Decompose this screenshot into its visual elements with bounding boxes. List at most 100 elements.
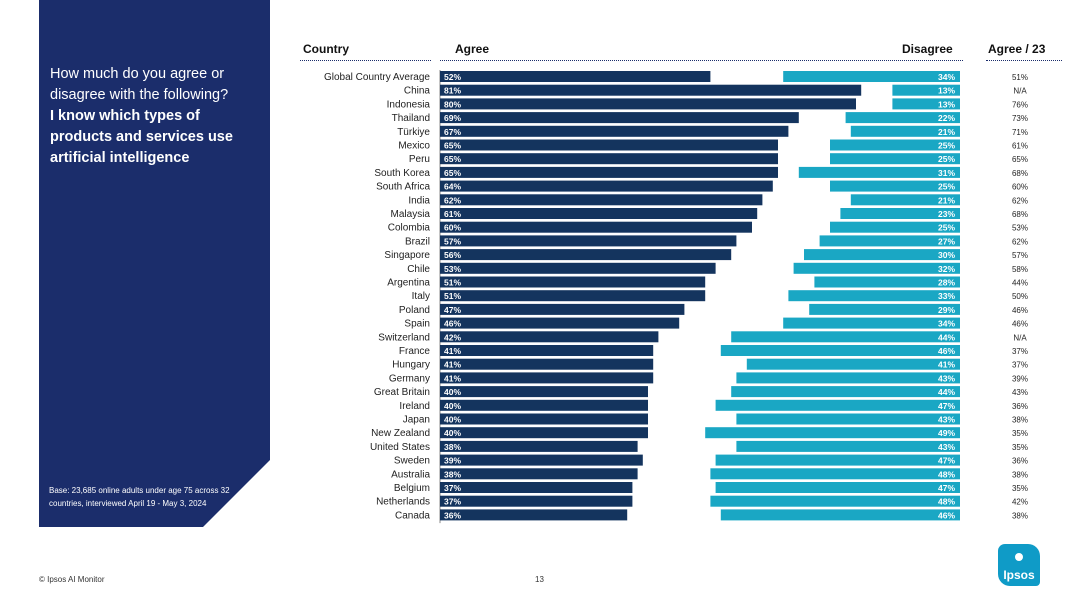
country-label: South Africa bbox=[376, 182, 430, 193]
agree-bar bbox=[440, 194, 763, 206]
country-label: Netherlands bbox=[376, 497, 430, 508]
agree-value-label: 53% bbox=[444, 264, 461, 274]
agree-bar bbox=[440, 153, 778, 165]
agree-bar bbox=[440, 468, 638, 480]
agree-value-label: 38% bbox=[444, 442, 461, 452]
disagree-value-label: 41% bbox=[938, 360, 955, 370]
agree-value-label: 37% bbox=[444, 483, 461, 493]
question-line: How much do you agree or disagree with t… bbox=[50, 66, 229, 103]
agree-2023-value: 46% bbox=[1012, 306, 1028, 315]
agree-bar bbox=[440, 71, 711, 82]
country-label: Germany bbox=[389, 373, 430, 384]
country-label: Indonesia bbox=[387, 99, 431, 110]
agree-value-label: 41% bbox=[444, 373, 461, 383]
country-label: Poland bbox=[399, 305, 430, 316]
disagree-value-label: 44% bbox=[938, 387, 955, 397]
agree-bar bbox=[440, 262, 716, 274]
agree-bar bbox=[440, 495, 633, 507]
disagree-bar bbox=[731, 331, 960, 343]
country-label: Hungary bbox=[392, 360, 430, 371]
disagree-bar bbox=[850, 125, 960, 137]
agree-bar bbox=[440, 221, 752, 233]
agree-value-label: 40% bbox=[444, 428, 461, 438]
country-label: Italy bbox=[412, 291, 430, 302]
agree-2023-value: 58% bbox=[1012, 265, 1028, 274]
agree-2023-value: 38% bbox=[1012, 470, 1028, 479]
country-label: United States bbox=[370, 442, 430, 453]
country-label: Malaysia bbox=[391, 209, 431, 220]
agree-value-label: 56% bbox=[444, 250, 461, 260]
country-label: Sweden bbox=[394, 456, 430, 467]
base-note: Base: 23,685 online adults under age 75 … bbox=[49, 486, 230, 508]
country-label: Brazil bbox=[405, 236, 430, 247]
header-agree: Agree bbox=[455, 42, 490, 56]
agree-value-label: 65% bbox=[444, 154, 461, 164]
disagree-value-label: 46% bbox=[938, 346, 955, 356]
agree-2023-value: 44% bbox=[1012, 279, 1028, 288]
disagree-bar bbox=[746, 358, 960, 370]
agree-value-label: 41% bbox=[444, 346, 461, 356]
agree-bar bbox=[440, 235, 737, 247]
agree-bar bbox=[440, 509, 628, 521]
agree-value-label: 65% bbox=[444, 141, 461, 151]
agree-2023-value: 37% bbox=[1012, 347, 1028, 356]
disagree-bar bbox=[892, 98, 960, 110]
agree-value-label: 52% bbox=[444, 72, 461, 82]
disagree-value-label: 47% bbox=[938, 456, 955, 466]
agree-bar bbox=[440, 290, 706, 302]
agree-2023-value: 57% bbox=[1012, 251, 1028, 260]
country-label: South Korea bbox=[374, 168, 430, 179]
disagree-bar bbox=[845, 112, 960, 124]
disagree-bar bbox=[783, 317, 960, 329]
agree-2023-value: 35% bbox=[1012, 443, 1028, 452]
agree-2023-value: N/A bbox=[1013, 87, 1027, 96]
country-label: Argentina bbox=[387, 278, 430, 289]
agree-bar bbox=[440, 345, 654, 356]
agree-2023-value: 37% bbox=[1012, 361, 1028, 370]
agree-value-label: 42% bbox=[444, 332, 461, 342]
agree-value-label: 60% bbox=[444, 223, 461, 233]
disagree-bar bbox=[720, 509, 960, 521]
agree-bar bbox=[440, 331, 659, 343]
agree-value-label: 67% bbox=[444, 127, 461, 137]
agree-bar bbox=[440, 399, 648, 411]
agree-bar bbox=[440, 112, 799, 124]
disagree-value-label: 47% bbox=[938, 401, 955, 411]
agree-2023-value: 46% bbox=[1012, 320, 1028, 329]
disagree-value-label: 29% bbox=[938, 305, 955, 315]
disagree-bar bbox=[850, 194, 960, 206]
disagree-bar bbox=[840, 208, 960, 219]
page-number: 13 bbox=[535, 575, 544, 584]
disagree-value-label: 28% bbox=[938, 278, 955, 288]
agree-bar bbox=[440, 454, 643, 466]
agree-2023-value: 50% bbox=[1012, 292, 1028, 301]
agree-bar bbox=[440, 482, 633, 493]
agree-bar bbox=[440, 413, 648, 425]
disagree-bar bbox=[793, 262, 960, 274]
disagree-value-label: 34% bbox=[938, 319, 955, 329]
agree-bar bbox=[440, 386, 648, 398]
question-text: How much do you agree or disagree with t… bbox=[50, 64, 260, 169]
header-underline-bars bbox=[440, 60, 963, 61]
header-agree-2023: Agree / 23 bbox=[988, 42, 1046, 56]
ipsos-logo: Ipsos bbox=[998, 544, 1040, 586]
disagree-value-label: 33% bbox=[938, 291, 955, 301]
country-label: Thailand bbox=[392, 113, 430, 124]
disagree-value-label: 47% bbox=[938, 483, 955, 493]
agree-value-label: 64% bbox=[444, 182, 461, 192]
agree-2023-value: 76% bbox=[1012, 100, 1028, 109]
disagree-bar bbox=[710, 495, 960, 507]
disagree-bar bbox=[715, 399, 960, 411]
agree-bar bbox=[440, 180, 773, 192]
country-label: Australia bbox=[391, 469, 430, 480]
header-disagree: Disagree bbox=[902, 42, 953, 56]
disagree-bar bbox=[710, 468, 960, 480]
country-label: Singapore bbox=[384, 250, 430, 261]
agree-2023-value: 71% bbox=[1012, 128, 1028, 137]
question-panel bbox=[39, 0, 270, 527]
agree-2023-value: 36% bbox=[1012, 402, 1028, 411]
statement-text: I know which types of products and servi… bbox=[50, 108, 233, 166]
agree-value-label: 62% bbox=[444, 195, 461, 205]
agree-2023-value: 42% bbox=[1012, 498, 1028, 507]
